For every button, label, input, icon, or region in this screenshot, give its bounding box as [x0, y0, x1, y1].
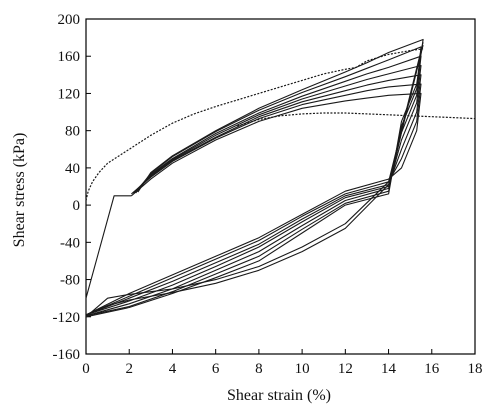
x-tick-label: 16 [424, 361, 440, 377]
x-tick-label: 8 [255, 361, 263, 377]
x-tick-label: 4 [169, 361, 177, 377]
x-tick-label: 14 [381, 361, 397, 377]
plot-frame [85, 18, 476, 355]
y-tick-label: -80 [60, 273, 80, 289]
series-line-2 [237, 112, 476, 127]
x-axis-label: Shear strain (%) [227, 387, 331, 404]
y-tick-label: -120 [53, 310, 81, 326]
x-tick-label: 0 [82, 361, 90, 377]
series-layer [85, 38, 476, 318]
series-line-3 [85, 92, 422, 316]
series-line-10 [85, 42, 424, 318]
y-tick-label: 80 [65, 124, 80, 140]
x-tick-label: 12 [338, 361, 353, 377]
series-line-1 [85, 48, 424, 201]
y-tick-label: -160 [53, 347, 81, 363]
x-tick-label: 18 [468, 361, 483, 377]
plot-border [85, 18, 476, 355]
series-line-8 [85, 46, 422, 317]
series-line-6 [85, 64, 422, 316]
series-line-7 [85, 55, 422, 317]
x-axis-ticks: 0 2 4 6 8 10 12 14 16 18 [82, 349, 483, 377]
y-tick-label: 40 [65, 161, 80, 177]
y-tick-label: 200 [58, 12, 81, 28]
series-line-4 [85, 83, 422, 316]
series-line-11 [85, 44, 424, 316]
series-line-5 [85, 74, 422, 316]
series-line-9 [85, 38, 424, 318]
x-tick-label: 10 [295, 361, 310, 377]
x-tick-label: 6 [212, 361, 220, 377]
y-axis-label: Shear stress (kPa) [11, 133, 28, 248]
y-tick-label: 0 [73, 198, 81, 214]
y-axis-ticks: -160 -120 -80 -40 0 40 80 120 160 200 [53, 12, 91, 363]
x-tick-label: 2 [125, 361, 133, 377]
y-tick-label: -40 [60, 235, 80, 251]
y-tick-label: 160 [58, 49, 81, 65]
y-tick-label: 120 [58, 86, 81, 102]
